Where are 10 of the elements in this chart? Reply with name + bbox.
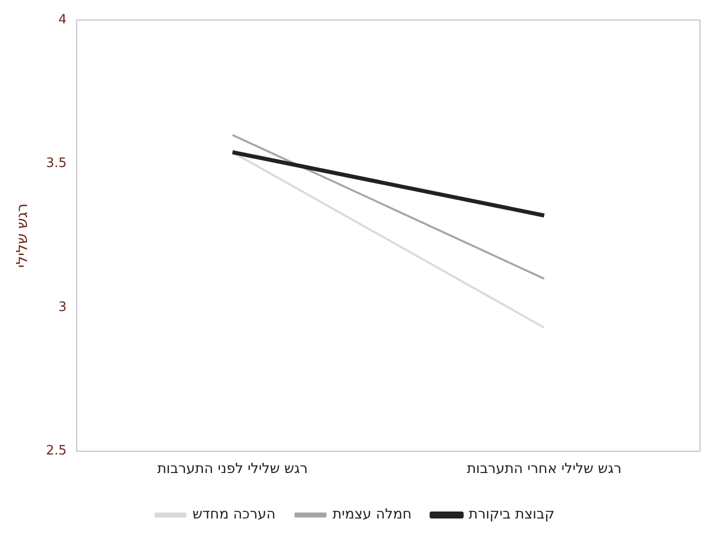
legend-label: חמלה עצמית (332, 506, 412, 523)
y-axis-title: רגש שלילי (12, 203, 31, 268)
legend-label: הערכה מחדש (192, 506, 276, 523)
y-tick-label: 4 (58, 12, 67, 28)
y-tick-label: 3 (58, 300, 67, 315)
x-tick-label: רגש שלילי אחרי התערבות (466, 461, 622, 478)
x-tick-label: רגש שלילי לפני התערבות (157, 461, 308, 478)
legend-label: קבוצת ביקורת (468, 506, 555, 523)
y-tick-label: 2.5 (46, 444, 67, 459)
y-tick-label: 3.5 (46, 156, 67, 172)
